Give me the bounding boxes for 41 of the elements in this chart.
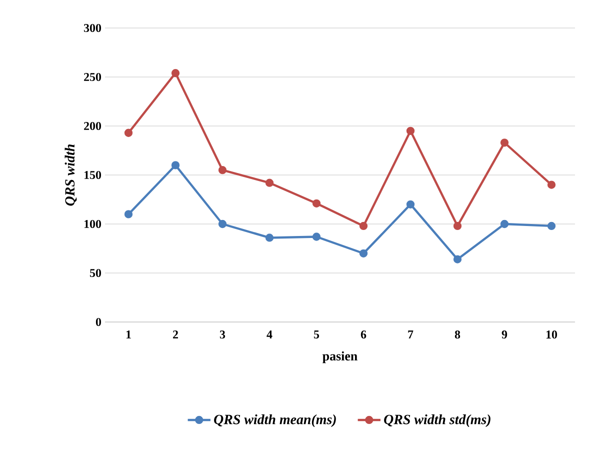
point — [218, 220, 227, 228]
y-tick-label: 300 — [84, 24, 102, 32]
point — [171, 68, 180, 78]
x-tick-label: 9 — [502, 330, 508, 339]
point — [359, 249, 368, 258]
x-tick-label: 2 — [173, 330, 178, 338]
point — [547, 222, 556, 230]
y-tick-label: 250 — [84, 72, 102, 82]
x-tick-label: 10 — [546, 330, 558, 339]
x-tick-label: 6 — [360, 330, 366, 339]
point — [406, 126, 415, 135]
point — [547, 180, 556, 189]
point — [359, 222, 368, 230]
point — [265, 178, 274, 187]
x-tick-label: 3 — [220, 330, 226, 339]
x-tick-label: 1 — [126, 330, 131, 338]
point — [218, 166, 227, 174]
point — [312, 199, 321, 208]
legend-label: QRS width mean(ms) — [214, 414, 336, 428]
x-tick-label: 4 — [266, 330, 272, 338]
y-axis-title: QRS width — [64, 144, 77, 206]
y-tick-label: 100 — [84, 220, 102, 228]
point — [453, 222, 462, 230]
y-tick-label: 0 — [96, 318, 102, 326]
x-tick-label: 5 — [314, 330, 320, 338]
point — [124, 210, 133, 218]
point — [500, 220, 509, 228]
x-tick-label: 7 — [408, 330, 414, 338]
point — [453, 255, 462, 264]
point — [406, 200, 415, 208]
x-tick-label: 8 — [454, 330, 460, 339]
y-tick-label: 200 — [84, 122, 102, 130]
point — [171, 161, 180, 170]
point — [500, 138, 509, 147]
x-axis-title: pasien — [322, 351, 358, 364]
legend-label: QRS width std(ms) — [384, 414, 490, 428]
point — [312, 232, 321, 241]
y-tick-label: 150 — [84, 170, 102, 180]
point — [265, 234, 274, 242]
y-tick-label: 50 — [90, 268, 102, 278]
point — [124, 128, 133, 137]
